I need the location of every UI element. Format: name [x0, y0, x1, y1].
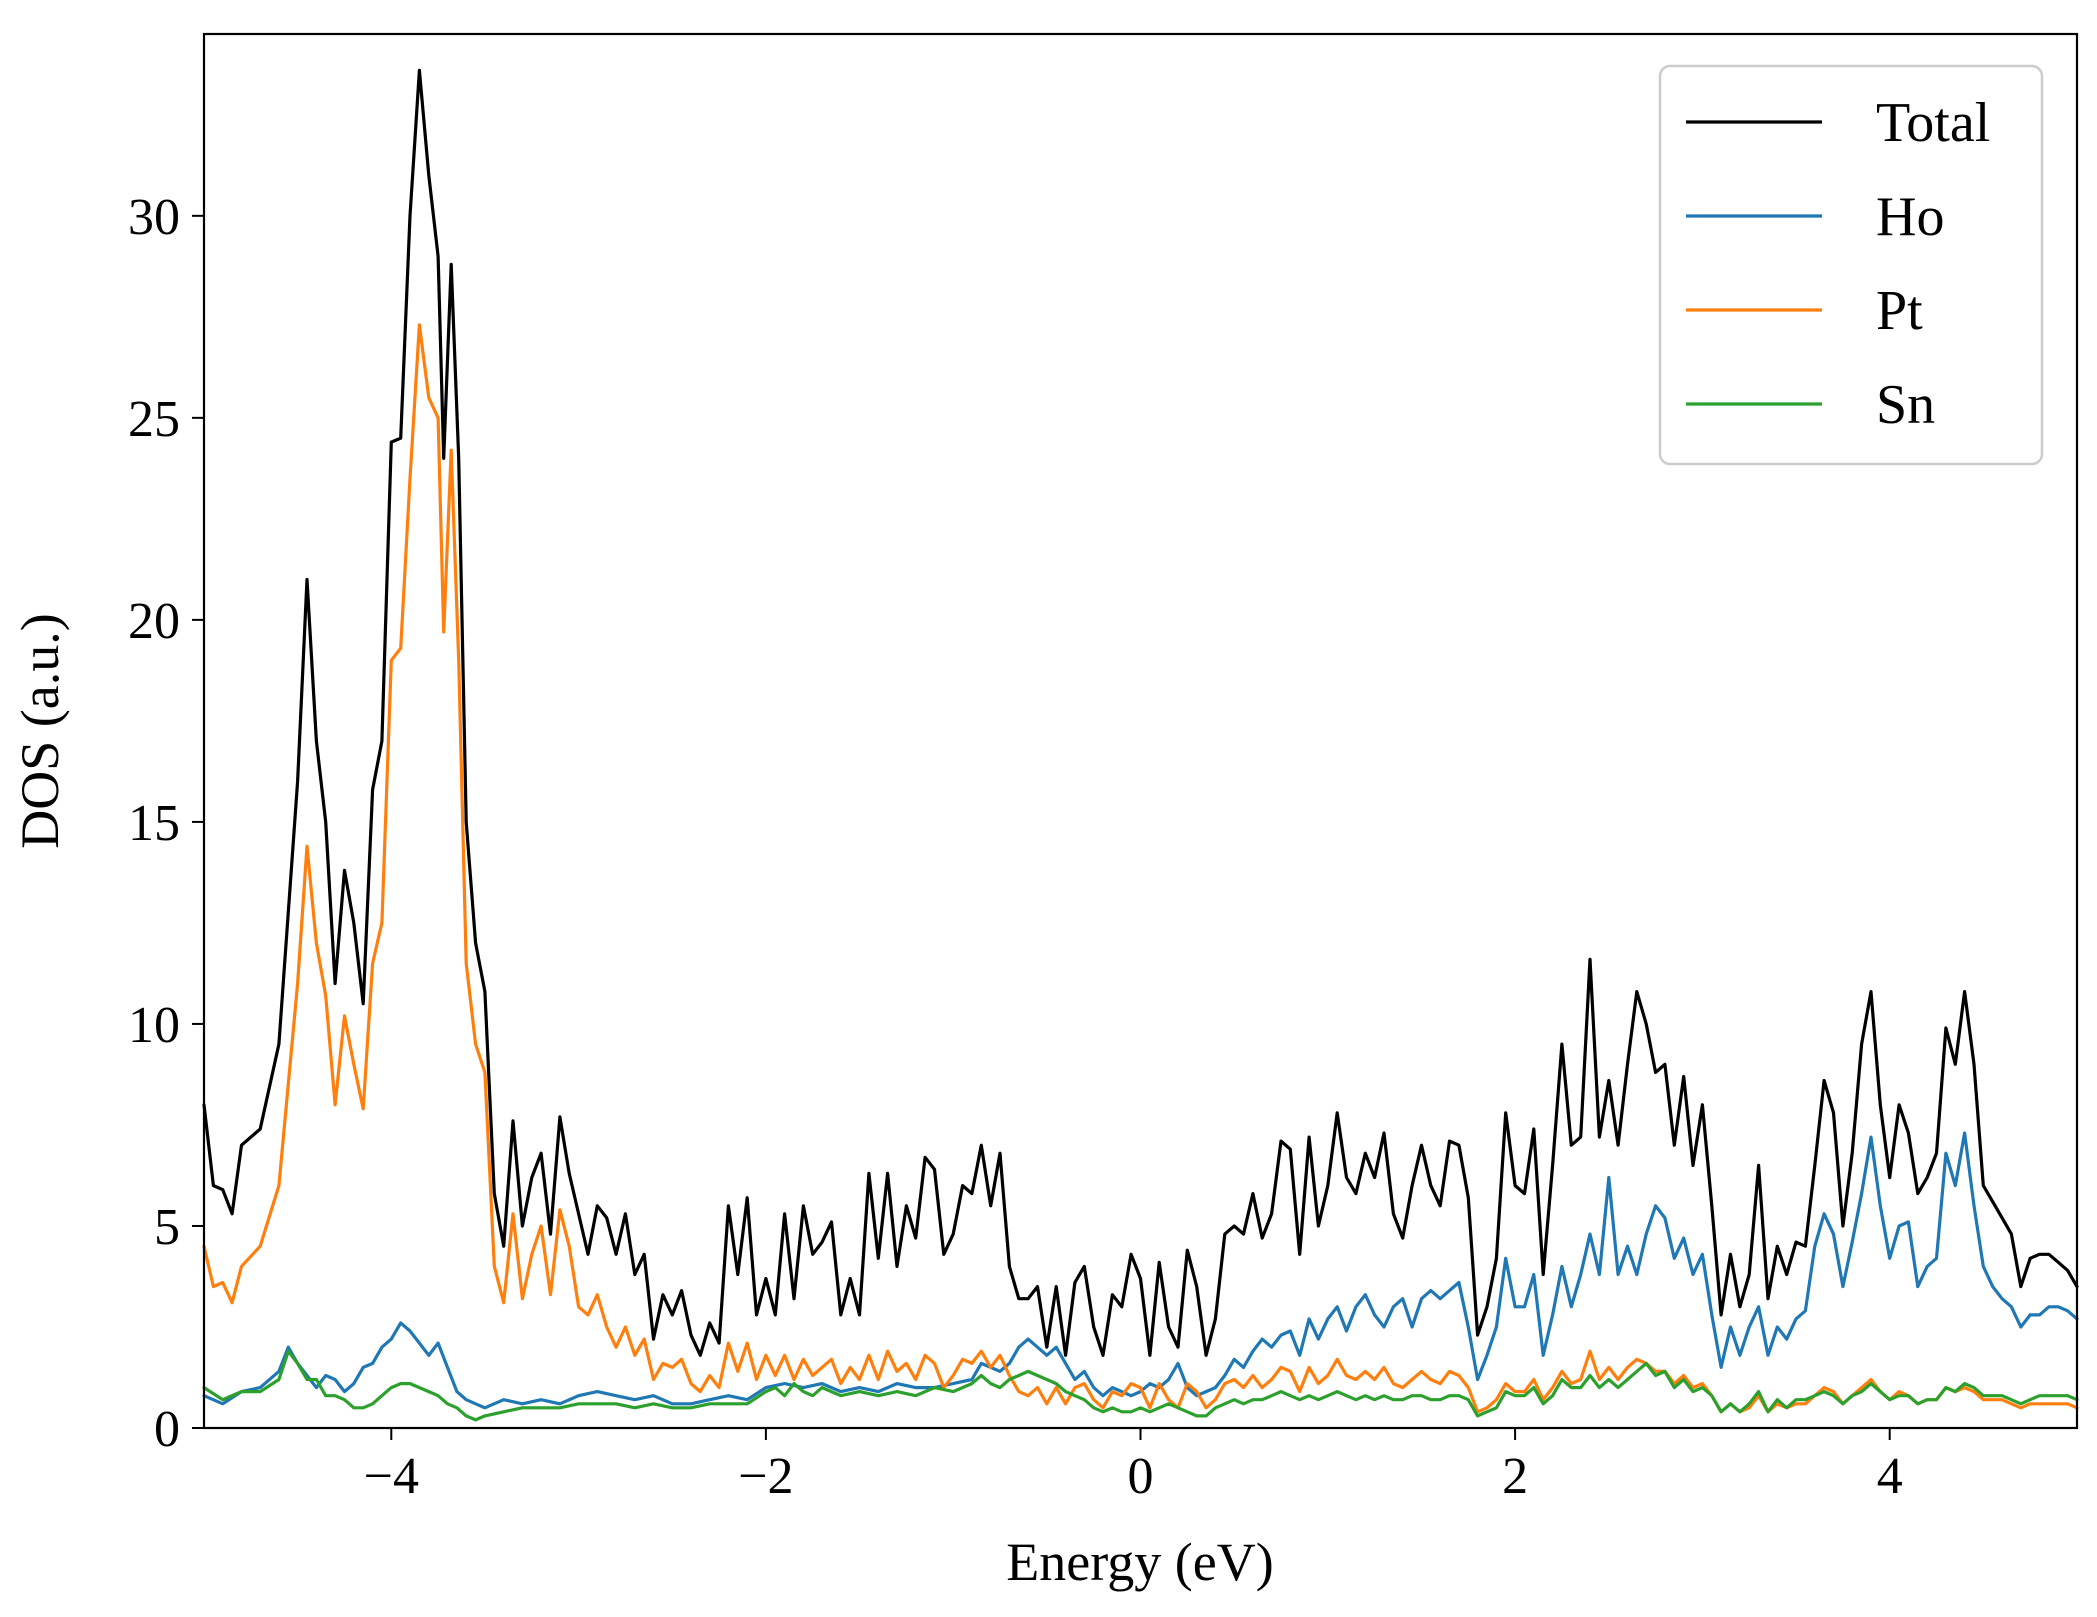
x-tick-label: 4: [1877, 1448, 1903, 1505]
series-layer: [202, 68, 2079, 1422]
y-tick-label: 15: [128, 795, 180, 852]
y-axis: 0 5 10 15 20 25 30: [128, 189, 204, 1458]
series-line-ho: [202, 1131, 2079, 1410]
legend-items: Total Ho Pt Sn: [1686, 92, 1990, 436]
y-axis-label: DOS (a.u.): [10, 613, 70, 848]
legend-label-pt: Pt: [1876, 280, 1923, 342]
x-tick-label: 2: [1502, 1448, 1528, 1505]
legend: Total Ho Pt Sn: [1658, 64, 2044, 466]
x-tick-label: 0: [1128, 1448, 1154, 1505]
series-line-total: [202, 68, 2079, 1357]
legend-box: [1658, 64, 2044, 466]
x-tick-label: −4: [364, 1448, 419, 1505]
y-tick-label: 0: [154, 1401, 180, 1458]
y-tick-label: 25: [128, 391, 180, 448]
y-tick-label: 10: [128, 997, 180, 1054]
y-tick-label: 30: [128, 189, 180, 246]
legend-label-sn: Sn: [1876, 374, 1935, 436]
x-axis-label: Energy (eV): [1006, 1532, 1273, 1592]
x-tick-label: −2: [738, 1448, 793, 1505]
legend-label-total: Total: [1876, 92, 1990, 154]
y-tick-label: 20: [128, 593, 180, 650]
series-line-sn: [202, 1349, 2079, 1422]
legend-label-ho: Ho: [1876, 186, 1944, 248]
x-axis: −4 −2 0 2 4: [364, 1428, 1903, 1505]
y-tick-label: 5: [154, 1199, 180, 1256]
